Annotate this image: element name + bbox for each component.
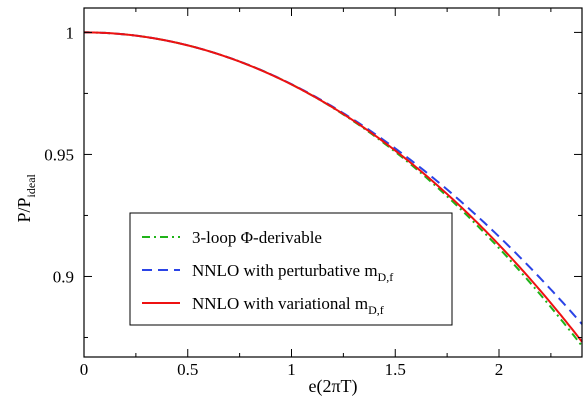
legend-label: 3-loop Φ-derivable xyxy=(192,228,322,247)
x-tick-label: 2 xyxy=(495,360,504,379)
legend-box xyxy=(129,212,453,326)
y-axis-label-sub: ideal xyxy=(24,173,38,197)
x-tick-label: 1 xyxy=(287,360,296,379)
legend-label-main: 3-loop Φ-derivable xyxy=(192,228,322,247)
y-tick-label: 1 xyxy=(66,23,75,42)
x-tick-label: 0 xyxy=(80,360,89,379)
y-tick-label: 0.95 xyxy=(44,145,74,164)
y-axis-label: P/Pideal xyxy=(14,173,38,222)
legend-label: NNLO with perturbative mD,f xyxy=(192,261,393,284)
x-tick-label: 1.5 xyxy=(385,360,406,379)
x-axis-label: e(2πT) xyxy=(308,376,357,397)
legend-label-sub: D,f xyxy=(378,270,394,284)
legend-label-main: NNLO with variational m xyxy=(192,294,368,313)
y-axis-label-main: P/P xyxy=(14,197,34,222)
x-tick-label: 0.5 xyxy=(177,360,198,379)
legend: 3-loop Φ-derivable NNLO with perturbative… xyxy=(129,212,453,326)
plot-frame xyxy=(83,7,583,358)
legend-label: NNLO with variational mD,f xyxy=(192,294,384,317)
legend-label-sub: D,f xyxy=(368,303,384,317)
series-layer xyxy=(84,31,583,347)
axes-layer: 0 0.5 1 1.5 2 0.9 0.95 1 e(2πT) P/Pideal xyxy=(14,7,583,397)
legend-label-main: NNLO with perturbative m xyxy=(192,261,378,280)
series-line-3-loop-phi-derivable xyxy=(84,31,583,347)
y-tick-label: 0.9 xyxy=(53,267,74,286)
series-line-nnlo-variational xyxy=(84,31,583,343)
